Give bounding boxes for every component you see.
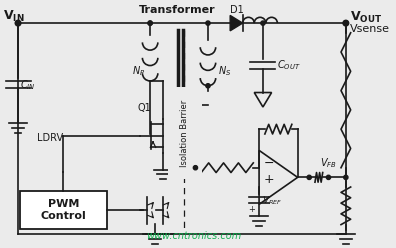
Circle shape	[307, 175, 311, 180]
Text: D1: D1	[230, 5, 244, 15]
Circle shape	[148, 21, 152, 25]
Circle shape	[206, 84, 210, 88]
Text: $\mathbf{V_{IN}}$: $\mathbf{V_{IN}}$	[3, 9, 24, 24]
Circle shape	[326, 175, 331, 180]
FancyBboxPatch shape	[20, 191, 107, 229]
Text: −: −	[264, 157, 274, 170]
Text: Vsense: Vsense	[350, 24, 390, 34]
Circle shape	[148, 21, 152, 25]
Text: Q1: Q1	[137, 103, 151, 113]
Text: $C_{IN}$: $C_{IN}$	[20, 78, 36, 92]
Circle shape	[193, 166, 198, 170]
Text: Transformer: Transformer	[139, 4, 215, 14]
Circle shape	[261, 21, 265, 25]
Text: $C_{OUT}$: $C_{OUT}$	[277, 59, 301, 72]
Text: LDRV: LDRV	[37, 133, 63, 143]
Polygon shape	[230, 15, 243, 31]
Text: +: +	[264, 173, 274, 186]
Circle shape	[15, 20, 21, 26]
Text: PWM
Control: PWM Control	[40, 199, 86, 221]
Text: $N_P$: $N_P$	[132, 64, 145, 78]
Circle shape	[343, 20, 348, 26]
Text: Isolation Barrier: Isolation Barrier	[180, 99, 189, 167]
Text: +: +	[248, 205, 255, 214]
Circle shape	[344, 21, 348, 25]
Text: $\mathbf{V_{OUT}}$: $\mathbf{V_{OUT}}$	[350, 10, 382, 25]
Circle shape	[344, 175, 348, 180]
Text: $V_{REF}$: $V_{REF}$	[262, 194, 282, 207]
Text: $V_{FB}$: $V_{FB}$	[320, 156, 337, 170]
Text: www.cntronics.com: www.cntronics.com	[146, 231, 241, 241]
Circle shape	[16, 21, 20, 25]
Text: $N_S$: $N_S$	[218, 64, 231, 78]
Circle shape	[206, 21, 210, 25]
